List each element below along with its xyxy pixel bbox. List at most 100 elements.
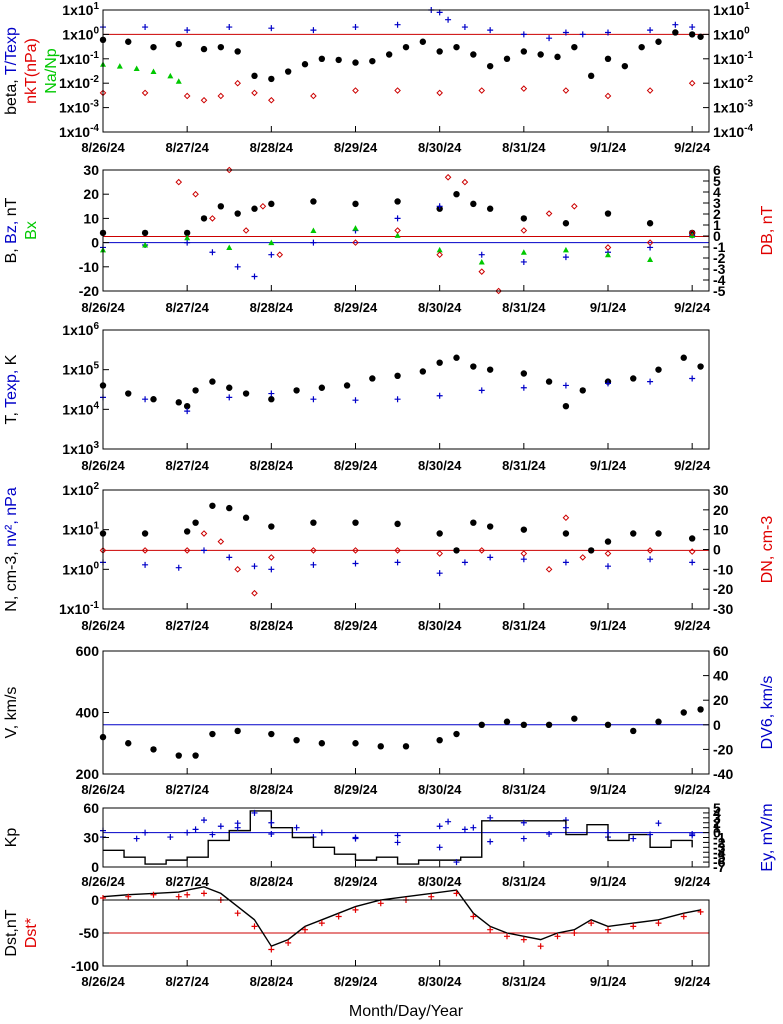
data-point xyxy=(125,740,132,747)
y-tick-label-right: 1x100 xyxy=(713,25,750,42)
data-point xyxy=(369,57,376,65)
data-point xyxy=(520,48,528,55)
data-point xyxy=(655,920,662,927)
data-point xyxy=(646,220,654,227)
data-point xyxy=(562,254,569,261)
data-point xyxy=(352,547,359,554)
data-point xyxy=(268,819,275,826)
data-point xyxy=(352,397,359,404)
data-point xyxy=(175,40,182,48)
data-point xyxy=(268,830,275,837)
data-point xyxy=(520,819,527,826)
data-point xyxy=(310,27,317,34)
data-point xyxy=(301,61,309,68)
data-point xyxy=(234,79,241,87)
data-point xyxy=(141,547,149,554)
data-point xyxy=(116,63,123,69)
x-tick-label: 8/27/24 xyxy=(165,618,209,633)
x-tick-label: 8/28/24 xyxy=(250,874,294,889)
data-point xyxy=(486,523,494,530)
data-point xyxy=(470,519,477,526)
data-point xyxy=(478,721,485,728)
y-tick-label: 400 xyxy=(76,705,100,721)
x-tick-label: 9/1/24 xyxy=(590,874,627,889)
data-point xyxy=(436,530,443,537)
data-point xyxy=(394,520,401,528)
y-tick-label-right: 4 xyxy=(713,184,721,200)
x-tick-label: 8/29/24 xyxy=(334,618,378,633)
x-tick-label: 8/31/24 xyxy=(502,458,546,473)
y-axis-title: V, km/s xyxy=(3,687,20,739)
data-point xyxy=(605,251,611,258)
data-point xyxy=(688,229,696,237)
data-point xyxy=(200,215,208,222)
y-tick-label-right: -30 xyxy=(713,601,733,617)
x-tick-label: 8/30/24 xyxy=(418,140,462,155)
data-point xyxy=(234,48,241,55)
panel-1: 1x10-4 1x10-3 1x10-2 1x10-1 1x100 1x101 1x10-4… xyxy=(3,1,753,155)
data-point xyxy=(268,390,275,397)
series-4 xyxy=(175,166,696,295)
data-point xyxy=(436,89,443,97)
x-tick-label: 8/27/24 xyxy=(165,458,209,473)
x-tick-label: 9/2/24 xyxy=(674,458,711,473)
data-point xyxy=(343,382,351,389)
y-tick-label: 1x101 xyxy=(62,521,99,538)
data-point xyxy=(268,75,275,83)
data-point xyxy=(546,830,553,837)
data-point xyxy=(461,826,468,833)
plot-frame xyxy=(102,807,710,868)
data-point xyxy=(478,87,486,94)
data-point xyxy=(394,232,401,238)
data-point xyxy=(520,835,527,842)
y-tick-label: 1x106 xyxy=(62,321,99,338)
data-point xyxy=(268,523,275,530)
data-point xyxy=(646,239,654,246)
y-axis-title-right: DV6, km/s xyxy=(759,676,776,750)
y-tick-label: 1x10-3 xyxy=(59,99,99,116)
y-tick-label-right: 0 xyxy=(713,825,721,841)
data-point xyxy=(562,246,569,253)
data-point xyxy=(478,387,485,394)
data-point xyxy=(184,408,191,415)
series-2 xyxy=(100,547,696,577)
data-point xyxy=(352,59,359,66)
x-tick-label: 8/29/24 xyxy=(334,140,378,155)
data-point xyxy=(226,384,233,391)
data-point xyxy=(621,62,629,70)
data-point xyxy=(646,547,654,554)
y-axis-title-right: Ey, mV/m xyxy=(759,803,776,871)
y-tick-label-right: -40 xyxy=(713,766,733,782)
data-point xyxy=(655,718,662,725)
y-tick-label-right: 4 xyxy=(713,805,721,821)
data-point xyxy=(251,563,258,570)
x-tick-label: 9/1/24 xyxy=(590,974,627,989)
y-tick-label: 1x102 xyxy=(62,481,99,498)
data-point xyxy=(504,933,510,940)
y-tick-label-right: -6 xyxy=(713,854,726,870)
data-point xyxy=(486,205,494,212)
x-tick-label: 8/28/24 xyxy=(250,140,294,155)
data-point xyxy=(352,906,359,913)
data-point xyxy=(428,893,435,900)
data-point xyxy=(142,829,149,836)
data-point xyxy=(571,43,578,51)
x-tick-label: 8/30/24 xyxy=(418,618,462,633)
y-tick-label-right: 1x101 xyxy=(713,1,750,18)
data-point xyxy=(200,96,208,104)
panel-4: 1x10-1 1x100 1x101 1x102 -30 -20 -10 0 10 20 30 8/2… xyxy=(3,481,776,633)
data-point xyxy=(268,730,275,738)
series-1 xyxy=(99,502,696,554)
data-point xyxy=(520,215,528,222)
x-tick-label: 8/30/24 xyxy=(418,458,462,473)
data-point xyxy=(234,566,241,573)
data-point xyxy=(209,215,216,222)
data-point xyxy=(268,251,275,258)
plot-frame xyxy=(102,489,710,610)
data-point xyxy=(175,399,182,406)
y-tick-label: 60 xyxy=(83,800,99,816)
data-point xyxy=(680,354,687,361)
data-point xyxy=(546,35,553,42)
y-tick-label: 1x10-2 xyxy=(59,74,99,91)
data-point xyxy=(234,910,241,917)
